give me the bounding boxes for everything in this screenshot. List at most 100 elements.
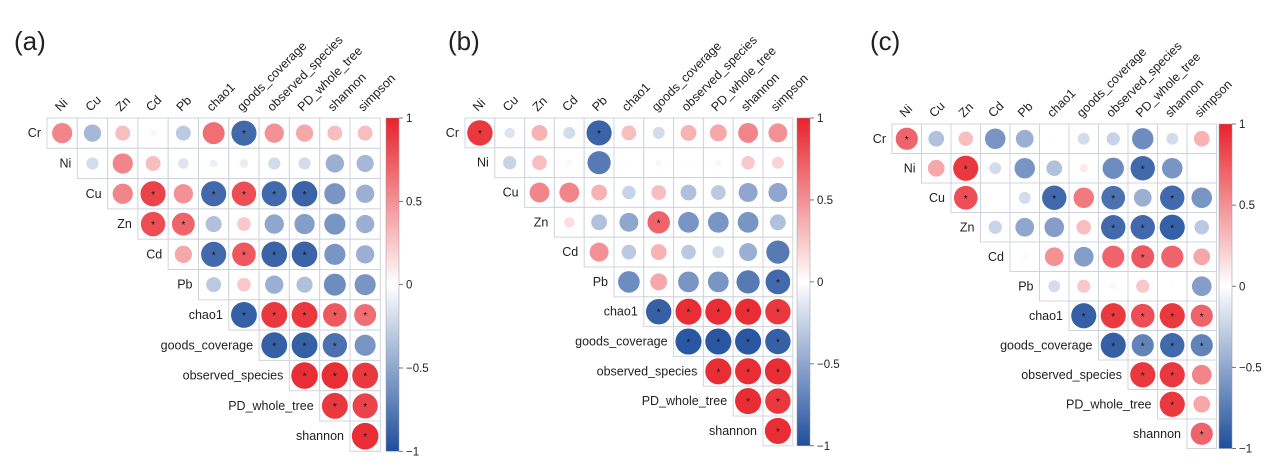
correlation-circle [531,124,548,141]
significance-mark: * [1141,341,1145,352]
correlation-circle [1044,217,1065,238]
correlation-circle [356,154,374,173]
correlation-circle [736,270,760,294]
column-label: Cd [985,99,1006,120]
correlation-circle [351,422,379,450]
correlation-circle [323,273,346,296]
significance-mark: * [181,220,185,231]
correlation-circle [1159,362,1185,388]
correlation-circle [678,211,699,233]
correlation-circle [1076,219,1092,235]
panel-b: (b) Ni Cu Zn Cd Pb chao1 goods_coverage observe… [446,26,840,453]
correlation-circle [994,197,996,199]
correlation-circle [291,302,318,328]
significance-mark: * [1200,312,1204,323]
correlation-circle [268,157,281,170]
correlation-circle [680,124,697,141]
correlation-circle [294,213,315,235]
significance-mark: * [303,190,307,201]
correlation-circle [764,417,791,444]
column-label: Ni [897,102,915,120]
significance-mark: * [242,311,246,322]
correlation-circle [231,302,257,328]
row-label: Cu [929,191,945,205]
correlation-circle [173,184,194,204]
row-label: Pb [177,278,192,292]
significance-mark: * [1170,400,1174,411]
correlation-circle [532,155,547,171]
correlation-circle [621,244,637,260]
correlation-circle [325,154,345,173]
significance-mark: * [363,402,367,413]
correlation-circle [686,160,691,165]
row-label: Cd [562,245,578,259]
significance-mark: * [776,367,780,378]
correlation-circle [710,185,726,200]
correlation-circle [618,271,640,293]
significance-mark: * [657,308,661,319]
correlation-circle [651,185,667,200]
correlation-circle [1101,215,1126,240]
correlation-circle [1046,160,1063,177]
significance-mark: * [212,250,216,261]
correlation-circle [709,124,727,142]
correlation-circle [1042,185,1067,210]
colorbar-tick-label: −0.5 [1239,362,1262,374]
correlation-circle [735,388,762,415]
correlation-circle [261,181,287,207]
correlation-circle [83,124,102,142]
colorbar-tick-label: −0.5 [406,363,429,375]
correlation-circle [237,277,251,292]
correlation-circle [765,388,791,414]
correlation-circle [295,124,314,142]
correlation-circle [591,184,608,201]
correlation-circle [1022,254,1028,260]
significance-mark: * [303,372,307,383]
correlation-circle [355,184,375,203]
column-label: Cu [926,99,947,120]
significance-mark: * [1141,223,1145,234]
correlation-circle [769,214,786,231]
colorbar-tick-label: 0.5 [1239,200,1255,212]
grid-cell [137,147,169,180]
row-label: Zn [534,215,549,229]
correlation-circle [1052,136,1057,141]
correlation-circle [988,220,1002,234]
significance-mark: * [687,338,691,349]
significance-mark: * [746,308,750,319]
significance-mark: * [1111,194,1115,205]
grid-cell [613,206,645,238]
significance-mark: * [716,367,720,378]
correlation-circle [321,362,349,389]
correlation-circle [927,159,945,177]
correlation-circle [645,298,672,325]
correlation-circle [1166,132,1179,145]
correlation-circle [354,274,376,296]
correlation-circle [1191,364,1212,385]
correlation-circle [1201,167,1203,169]
correlation-circle [738,122,759,143]
correlation-circle [1160,333,1185,358]
correlation-circle [291,332,318,359]
significance-mark: * [212,190,216,201]
correlation-circle [675,328,702,355]
correlation-circle [264,214,284,234]
correlation-circle [675,298,702,325]
correlation-circle [1044,247,1064,267]
correlation-circle [1101,185,1126,210]
correlation-circle [205,215,222,233]
significance-mark: * [776,278,780,289]
correlation-circle [232,242,256,267]
correlation-circle [529,182,550,203]
correlation-circle [354,303,377,326]
colorbar-tick-label: 0.5 [406,196,422,208]
correlation-circle [989,162,1002,175]
correlation-circle [953,155,979,181]
significance-mark: * [1111,312,1115,323]
correlation-circle [504,127,515,139]
significance-mark: * [151,220,155,231]
correlation-circle [705,298,732,325]
row-label: observed_species [1021,368,1122,382]
row-label: PD_whole_tree [642,394,728,408]
